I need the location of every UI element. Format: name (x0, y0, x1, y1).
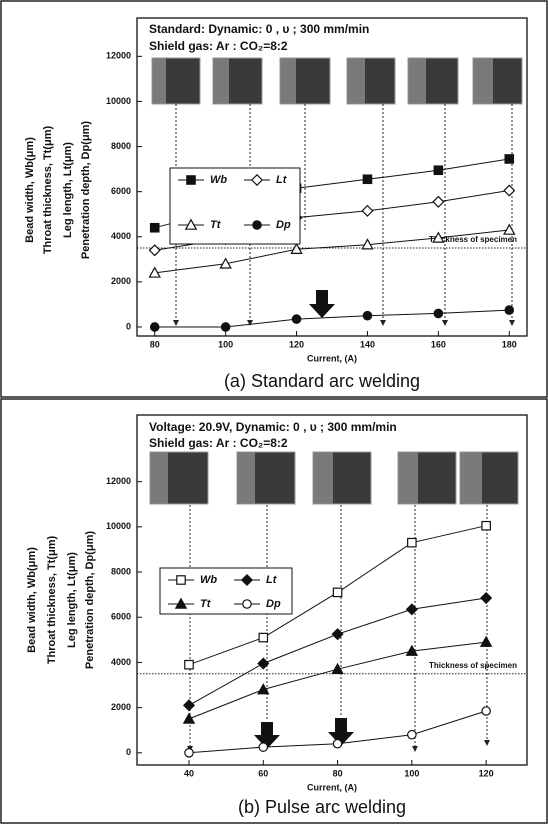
data-point (504, 185, 514, 195)
data-point (408, 731, 416, 739)
legend-label: Dp (276, 219, 291, 231)
x-tick-label: 100 (404, 768, 419, 778)
legend-marker (187, 176, 195, 184)
legend-label: Dp (266, 598, 281, 610)
data-point (482, 522, 490, 530)
x-tick-label: 140 (360, 339, 375, 349)
data-point (221, 323, 229, 331)
legend-label: Wb (210, 174, 227, 186)
x-axis-label: Current, (A) (307, 782, 357, 792)
data-point (185, 749, 193, 757)
y-tick-label: 10000 (106, 521, 131, 531)
x-tick-label: 100 (218, 339, 233, 349)
y-tick-label: 0 (126, 747, 131, 757)
data-point (259, 743, 267, 751)
x-tick-label: 120 (289, 339, 304, 349)
data-point (434, 309, 442, 317)
x-tick-label: 40 (184, 768, 194, 778)
y-axis-label: Leg length, Lt(μm) (62, 142, 74, 238)
y-tick-label: 0 (126, 321, 131, 331)
data-point (258, 658, 268, 668)
data-point (482, 707, 490, 715)
y-tick-label: 6000 (111, 186, 131, 196)
y-axis-label: Bead width, Wb(μm) (24, 137, 36, 243)
legend-label: Wb (200, 574, 217, 586)
data-point (259, 633, 267, 641)
legend-marker (253, 221, 261, 229)
big-arrow (309, 290, 335, 318)
data-point (505, 306, 513, 314)
data-point (504, 225, 514, 234)
y-tick-label: 6000 (111, 612, 131, 622)
series-line (155, 310, 510, 327)
legend-label: Tt (210, 219, 222, 231)
y-tick-label: 10000 (106, 96, 131, 106)
header-text: Standard: Dynamic: 0 , υ ; 300 mm/min (149, 22, 369, 36)
data-point (363, 312, 371, 320)
x-tick-label: 180 (502, 339, 517, 349)
caption: (a) Standard arc welding (224, 371, 420, 391)
x-tick-label: 60 (258, 768, 268, 778)
y-tick-label: 4000 (111, 657, 131, 667)
legend-label: Tt (200, 598, 212, 610)
reference-label: Thickness of specimen (429, 661, 517, 670)
legend-marker (177, 576, 185, 584)
header-text: Shield gas: Ar : CO₂=8:2 (149, 39, 288, 53)
data-point (185, 660, 193, 668)
data-point (184, 714, 194, 723)
data-point (505, 155, 513, 163)
header-text: Shield gas: Ar : CO₂=8:2 (149, 436, 288, 450)
data-point (333, 740, 341, 748)
x-tick-label: 160 (431, 339, 446, 349)
data-point (408, 538, 416, 546)
data-point (481, 637, 491, 646)
data-point (434, 166, 442, 174)
data-point (292, 315, 300, 323)
data-point (333, 588, 341, 596)
legend-marker (243, 600, 251, 608)
y-tick-label: 2000 (111, 702, 131, 712)
data-point (362, 206, 372, 216)
y-axis-label: Throat thickness, Tt(μm) (42, 125, 54, 254)
y-axis-label: Bead width, Wb(μm) (26, 547, 38, 653)
x-axis-label: Current, (A) (307, 353, 357, 363)
y-tick-label: 12000 (106, 476, 131, 486)
legend-label: Lt (266, 574, 278, 586)
y-tick-label: 4000 (111, 231, 131, 241)
y-tick-label: 2000 (111, 276, 131, 286)
data-point (151, 224, 159, 232)
y-tick-label: 8000 (111, 566, 131, 576)
y-tick-label: 12000 (106, 51, 131, 61)
y-axis-label: Penetration depth, Dp(μm) (84, 531, 96, 669)
header-text: Voltage: 20.9V, Dynamic: 0 , υ ; 300 mm/… (149, 420, 397, 434)
y-axis-label: Throat thickness, Tt(μm) (46, 535, 58, 664)
legend-label: Lt (276, 174, 288, 186)
figure: Standard: Dynamic: 0 , υ ; 300 mm/min Shi… (0, 0, 548, 825)
x-tick-label: 120 (479, 768, 494, 778)
y-axis-label: Leg length, Lt(μm) (66, 552, 78, 648)
x-tick-label: 80 (150, 339, 160, 349)
data-point (433, 197, 443, 207)
data-point (363, 175, 371, 183)
y-tick-label: 8000 (111, 141, 131, 151)
micrographs (152, 58, 522, 104)
x-tick-label: 80 (333, 768, 343, 778)
y-axis-label: Penetration depth, Dp(μm) (80, 121, 92, 259)
caption: (b) Pulse arc welding (238, 797, 406, 817)
data-point (184, 700, 194, 710)
data-point (481, 593, 491, 603)
data-point (150, 245, 160, 255)
data-point (151, 323, 159, 331)
